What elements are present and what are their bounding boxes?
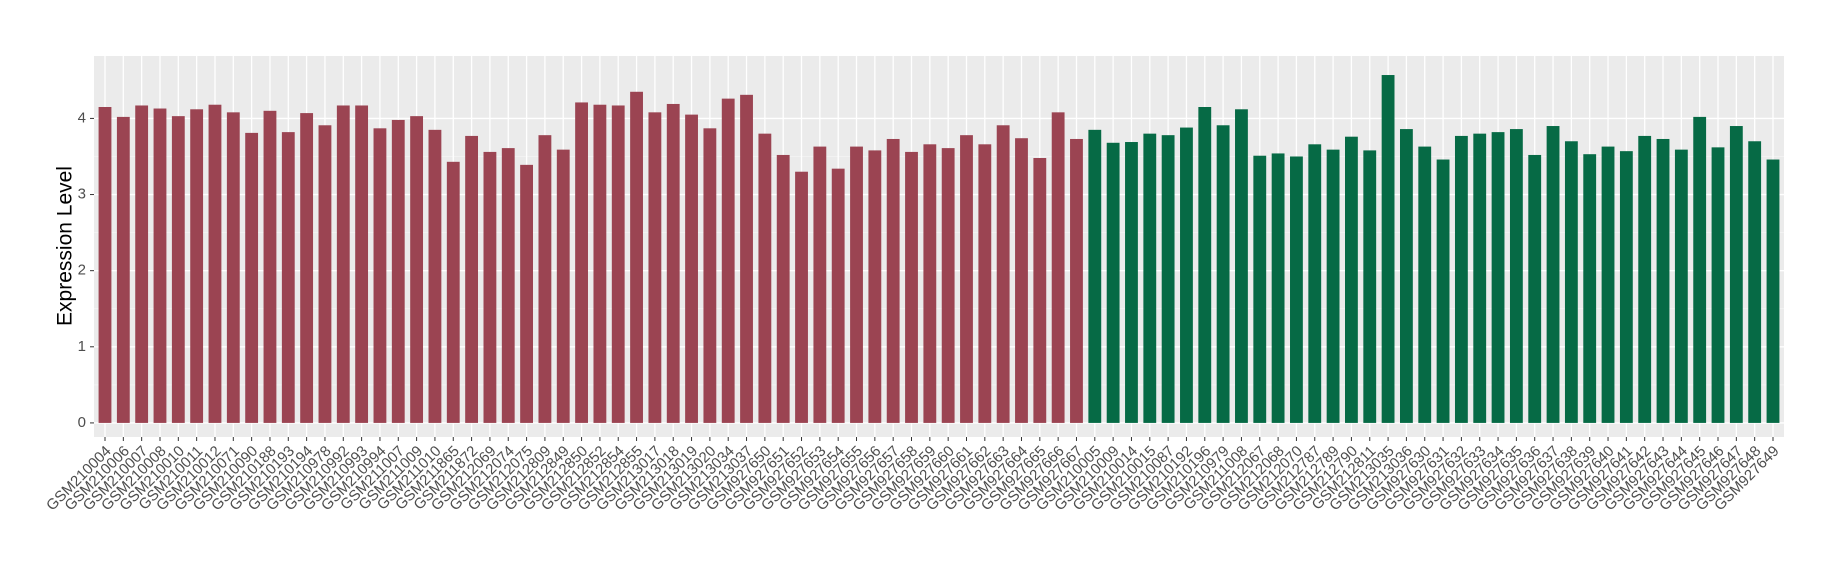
bar <box>1033 158 1047 423</box>
bar <box>758 133 772 423</box>
bar <box>281 132 295 423</box>
bar <box>831 168 845 423</box>
bar <box>1308 144 1322 423</box>
bar <box>520 164 533 423</box>
bar <box>685 114 698 423</box>
bar <box>1271 153 1285 423</box>
bar <box>1418 146 1432 423</box>
bar <box>1326 149 1340 423</box>
bar <box>1711 147 1725 423</box>
bar <box>465 135 479 423</box>
bar <box>1051 112 1065 423</box>
bar <box>116 116 130 423</box>
bar <box>1454 135 1468 423</box>
bar <box>923 144 937 423</box>
bar <box>391 119 405 423</box>
bar <box>978 144 992 423</box>
bar <box>1399 129 1413 423</box>
bar <box>611 105 625 423</box>
bar <box>886 138 900 423</box>
bar <box>905 151 918 423</box>
bar <box>153 108 167 423</box>
bar <box>868 150 882 423</box>
bar <box>648 112 662 423</box>
bar <box>355 105 369 423</box>
bar <box>1491 132 1505 423</box>
bar <box>1106 142 1120 423</box>
bar <box>1509 129 1523 423</box>
bar <box>263 110 277 423</box>
bar <box>1546 126 1560 423</box>
bar <box>1143 133 1157 423</box>
bar <box>1619 151 1633 423</box>
bar <box>1363 150 1377 423</box>
bar <box>1345 136 1358 423</box>
bar <box>1473 133 1487 423</box>
bar <box>850 146 863 423</box>
bar <box>190 109 204 423</box>
y-tick-label: 2 <box>78 262 86 279</box>
bar <box>1235 109 1248 423</box>
bar <box>1253 155 1267 423</box>
bar <box>666 103 680 423</box>
bar <box>538 135 552 423</box>
bar <box>428 129 442 423</box>
bar <box>1436 159 1450 423</box>
bar <box>1070 138 1083 423</box>
bar <box>410 116 424 423</box>
bar <box>795 171 808 423</box>
bar <box>1216 125 1230 423</box>
bar <box>996 125 1010 423</box>
bar <box>1748 141 1762 423</box>
bar <box>703 128 717 423</box>
bar <box>245 132 259 423</box>
bar <box>593 104 607 423</box>
y-tick-label: 1 <box>78 338 86 355</box>
bar <box>336 105 350 423</box>
y-tick-label: 4 <box>78 109 86 126</box>
bar <box>1766 159 1780 423</box>
bar <box>1015 138 1028 423</box>
y-tick-label: 3 <box>78 186 86 203</box>
y-tick-label: 0 <box>78 414 86 431</box>
bar <box>1161 135 1175 423</box>
bar <box>1583 154 1597 423</box>
bar <box>1601 146 1615 423</box>
bar <box>630 91 643 423</box>
bar <box>1198 107 1212 423</box>
bar <box>1656 138 1670 423</box>
bar <box>941 148 955 423</box>
bar <box>446 161 460 423</box>
bar <box>1381 75 1395 423</box>
bar <box>776 154 790 423</box>
bar <box>318 125 332 423</box>
bar <box>556 149 570 423</box>
bar <box>135 105 149 423</box>
bar <box>98 107 112 423</box>
bar <box>483 151 497 423</box>
bar <box>1088 129 1102 423</box>
bar <box>1674 149 1688 423</box>
bar <box>1638 135 1652 423</box>
bar <box>208 104 222 423</box>
bar <box>1693 116 1707 423</box>
bar <box>1290 156 1303 423</box>
bar <box>740 94 753 423</box>
bar <box>300 113 314 423</box>
y-axis-title: Expression Level <box>54 166 77 326</box>
bar <box>575 102 588 423</box>
bar <box>1528 154 1542 423</box>
bar <box>1180 127 1193 423</box>
bar <box>1125 142 1138 423</box>
bar <box>1564 141 1578 423</box>
bar <box>721 98 735 423</box>
bar <box>813 146 827 423</box>
bar <box>960 135 973 423</box>
bar <box>373 128 387 423</box>
bar <box>226 112 240 423</box>
bar <box>1729 126 1743 423</box>
bar <box>171 116 185 423</box>
bar <box>501 148 515 423</box>
